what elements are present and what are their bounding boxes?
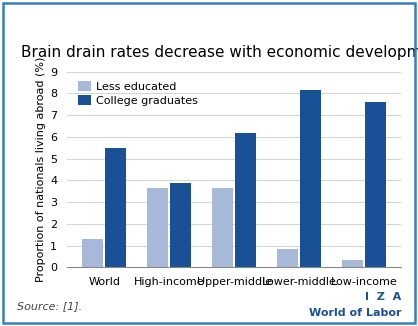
- Bar: [147, 188, 168, 267]
- Bar: [277, 249, 298, 267]
- Bar: [105, 148, 126, 267]
- Text: I  Z  A: I Z A: [365, 291, 401, 302]
- Bar: [301, 90, 321, 267]
- Bar: [171, 183, 191, 267]
- Bar: [235, 133, 256, 267]
- Y-axis label: Proportion of nationals living abroad (%): Proportion of nationals living abroad (%…: [36, 57, 46, 282]
- Legend: Less educated, College graduates: Less educated, College graduates: [76, 79, 200, 108]
- Bar: [212, 188, 233, 267]
- Bar: [365, 102, 386, 267]
- Text: Source: [1].: Source: [1].: [17, 301, 82, 311]
- Bar: [342, 260, 363, 267]
- Text: World of Labor: World of Labor: [309, 308, 401, 318]
- Bar: [82, 239, 103, 267]
- Text: Brain drain rates decrease with economic development: Brain drain rates decrease with economic…: [21, 45, 418, 60]
